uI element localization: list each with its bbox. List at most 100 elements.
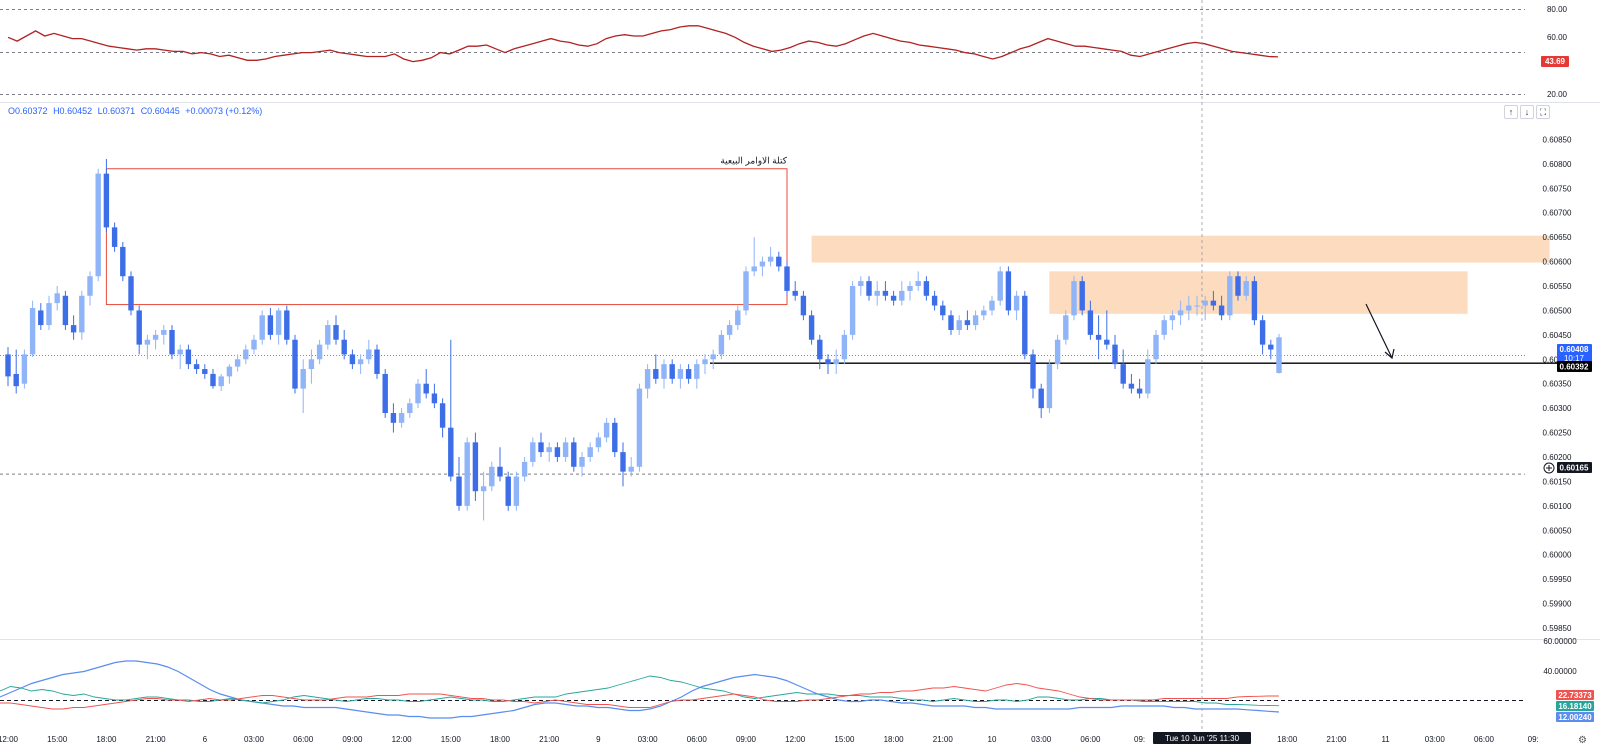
candle <box>546 442 552 462</box>
candle-body <box>1227 276 1233 316</box>
candle <box>415 378 421 409</box>
projection-arrow[interactable] <box>1365 303 1395 360</box>
candle <box>1268 339 1274 360</box>
candle <box>79 290 85 340</box>
candle-body <box>538 442 544 453</box>
price-axis-label: 0.60450 <box>1543 331 1572 340</box>
price-axis-label: 0.60750 <box>1543 184 1572 193</box>
candle <box>1136 378 1143 399</box>
candle <box>726 320 733 340</box>
candle <box>653 354 659 384</box>
candle-body <box>177 349 183 355</box>
candle-body <box>833 359 839 365</box>
time-axis-label: 06:00 <box>687 735 708 744</box>
price-axis-label: 0.60050 <box>1543 526 1572 535</box>
candle <box>1153 329 1159 365</box>
ohlc-change: +0.00073 (+0.12%) <box>185 106 263 116</box>
candles-layer <box>5 158 1282 521</box>
candle <box>669 359 675 384</box>
candle-body <box>579 457 585 467</box>
candle-body <box>1177 310 1184 316</box>
price-axis-label: 0.60150 <box>1543 477 1572 486</box>
order-block-zone[interactable] <box>105 168 788 306</box>
candle-body <box>759 261 766 267</box>
di-minus-value-badge <box>1556 690 1594 700</box>
candle <box>333 315 339 345</box>
price-axis-label: 0.60500 <box>1543 306 1572 315</box>
osc-axis-label-60: 60.00000 <box>1543 637 1577 646</box>
candle-body <box>513 476 520 506</box>
candle-body <box>407 403 413 414</box>
time-axis-label: 06:00 <box>293 735 314 744</box>
candle <box>423 369 429 399</box>
di-plus-line <box>0 675 1280 707</box>
candle <box>95 168 101 282</box>
candle <box>677 364 684 389</box>
candle <box>169 325 175 360</box>
candle-body <box>374 349 380 374</box>
candle-body <box>415 383 421 404</box>
candle <box>940 300 946 321</box>
price-axis[interactable]: 0.60850 0.60800 0.60750 0.60700 0.60650 0.606… <box>1543 135 1572 633</box>
crosshair-time-label <box>1153 732 1251 744</box>
candle <box>948 310 954 335</box>
candle-body <box>1071 281 1077 316</box>
candle <box>275 307 282 345</box>
candle-body <box>120 246 126 277</box>
time-axis-label: 09: <box>1134 735 1145 744</box>
candle-body <box>743 271 749 311</box>
rsi-pane: 80.00 60.00 20.00 43.69 <box>0 5 1569 99</box>
candle-body <box>882 290 889 296</box>
candle-body <box>825 359 831 365</box>
alert-add-icon[interactable] <box>1543 462 1555 474</box>
candle-body <box>472 442 479 492</box>
settings-gear-icon[interactable]: ⚙ <box>1578 735 1587 746</box>
candle-body <box>308 359 315 370</box>
candle-body <box>497 466 503 477</box>
candle-body <box>841 334 848 360</box>
supply-zone-2[interactable] <box>1049 271 1468 314</box>
candle <box>144 334 151 360</box>
candle <box>316 339 323 365</box>
candle <box>571 437 577 472</box>
order-block-label[interactable]: كتلة الاوامر البيعية <box>720 156 787 167</box>
candle-body <box>767 256 774 262</box>
candle-body <box>259 315 265 340</box>
move-pane-down-icon[interactable]: ↓ <box>1520 105 1534 119</box>
candle-body <box>735 310 741 326</box>
candle-body <box>489 466 495 487</box>
maximize-pane-icon[interactable]: ⛶ <box>1536 105 1550 119</box>
candle-body <box>1112 344 1118 365</box>
candle <box>202 364 208 379</box>
adx-line <box>0 660 1280 719</box>
time-axis-label: 03:00 <box>244 735 265 744</box>
dmi-pane: 60.00000 40.00000 22.73373 16.18140 12.0… <box>0 637 1594 722</box>
candle-body <box>915 281 921 286</box>
candle <box>161 325 167 345</box>
last-price-badge <box>1557 344 1592 364</box>
candle <box>587 442 593 462</box>
candle-body <box>874 290 880 296</box>
candle-body <box>218 376 224 387</box>
candle-body <box>1251 281 1258 321</box>
candle <box>505 471 511 511</box>
candle-body <box>530 442 536 462</box>
candle-body <box>858 281 864 286</box>
candle <box>956 315 962 335</box>
time-axis[interactable]: 12:00 15:00 18:00 21:00 6 03:00 06:00 09:00 12:0… <box>0 735 1539 744</box>
candle <box>841 329 848 365</box>
candle-body <box>685 369 692 379</box>
supply-zone-1[interactable] <box>811 235 1550 263</box>
candle-body <box>866 281 872 296</box>
candle-body <box>5 354 11 377</box>
candle-body <box>29 307 36 355</box>
candle-body <box>1046 364 1053 409</box>
candle-body <box>931 295 938 306</box>
candle-body <box>997 271 1003 301</box>
move-pane-up-icon[interactable]: ↑ <box>1504 105 1518 119</box>
candle <box>1194 295 1200 316</box>
candle <box>849 281 856 340</box>
candle <box>259 310 265 345</box>
candle-body <box>1054 339 1061 365</box>
